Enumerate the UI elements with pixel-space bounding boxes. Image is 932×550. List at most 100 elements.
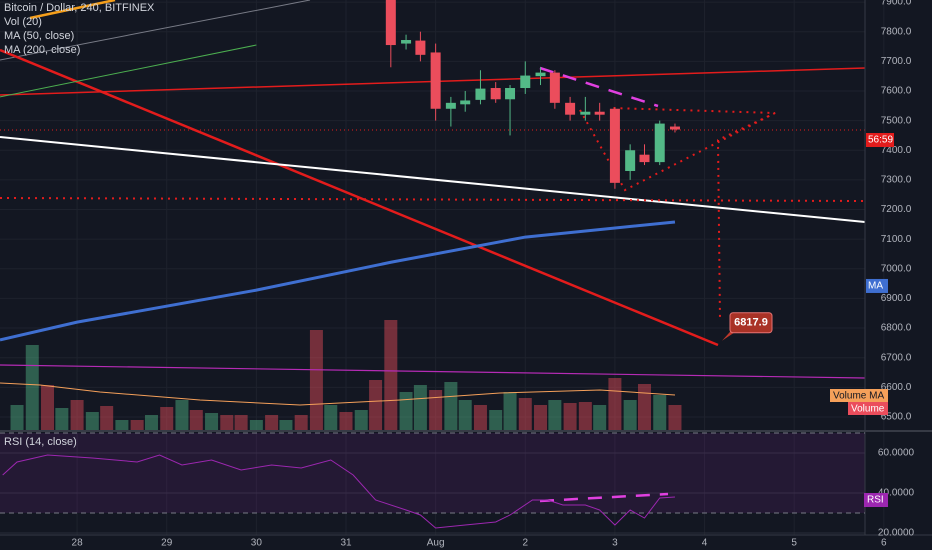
trend-line [0, 0, 311, 61]
legend-title: Bitcoin / Dollar, 240, BITFINEX [4, 2, 155, 14]
divergence-line [539, 66, 659, 108]
volume-bar [444, 382, 458, 430]
y-tick-label: 7000.0 [881, 263, 912, 274]
volume-bar [160, 407, 174, 430]
volume-bar [399, 392, 413, 430]
candle-body [401, 40, 412, 44]
volume-bar [189, 410, 203, 430]
candle-body [385, 0, 396, 46]
volume-bar [563, 403, 577, 430]
volume-bar [220, 415, 234, 430]
candle-body [505, 88, 516, 100]
candle-body [535, 72, 546, 77]
volume-bar [309, 330, 323, 430]
y-tick-label: 20.0000 [878, 528, 915, 539]
volume-bar [593, 405, 607, 430]
volume-bar [41, 385, 55, 430]
y-tick-label: 40.0000 [878, 488, 915, 499]
candle-body [430, 52, 441, 109]
x-tick-label: 29 [161, 538, 173, 549]
y-tick-label: 7800.0 [881, 26, 912, 37]
y-tick-label: 7300.0 [881, 175, 912, 186]
grid [0, 0, 885, 535]
x-tick-label: 6 [881, 538, 887, 549]
y-tick-label: 7600.0 [881, 86, 912, 97]
candle-body [580, 111, 591, 115]
volume-bar [70, 400, 84, 430]
candle-body [445, 102, 456, 109]
candle-body [609, 108, 620, 183]
volume-bar [100, 406, 114, 430]
trend-line [29, 0, 116, 20]
candle-body [490, 88, 501, 100]
volume-bar [429, 390, 443, 430]
ma-line [0, 44, 257, 98]
x-tick-label: 2 [522, 538, 528, 549]
volume-bar [578, 402, 592, 430]
volume-bar [144, 415, 158, 430]
volume-bar [473, 405, 487, 430]
x-tick-label: 31 [340, 538, 352, 549]
y-tick-label: 7500.0 [881, 115, 912, 126]
candle-body [415, 40, 426, 55]
axis-label-box [848, 402, 888, 415]
volume-bar [369, 380, 383, 430]
volume-bar [608, 378, 622, 430]
volume-bar [249, 420, 263, 430]
trend-line [0, 136, 865, 223]
axis-label-box [866, 133, 894, 147]
y-tick-label: 6700.0 [881, 352, 912, 363]
y-tick-label: 7100.0 [881, 234, 912, 245]
y-tick-label: 7900.0 [881, 0, 912, 8]
volume-bar [503, 392, 517, 430]
x-tick-label: 30 [251, 538, 263, 549]
y-tick-label: 6800.0 [881, 323, 912, 334]
legend-entry: Vol (20) [4, 16, 42, 28]
volume-bar [234, 415, 248, 430]
trend-line [0, 48, 719, 347]
axis-label: Volume MA [833, 391, 884, 402]
candle-body [565, 102, 576, 115]
y-tick-label: 7400.0 [881, 145, 912, 156]
target-label: 6817.9 [734, 317, 768, 329]
candle-body [654, 123, 665, 163]
volume-bar [10, 405, 24, 430]
target-box [729, 312, 773, 334]
y-tick-label: 6600.0 [881, 382, 912, 393]
volume-bar [489, 410, 503, 430]
volume-bar [653, 395, 667, 430]
volume-bar [623, 400, 637, 430]
volume-bar [294, 415, 308, 430]
volume-bar [354, 410, 368, 430]
volume-bar [458, 400, 472, 430]
candle-body [625, 150, 636, 171]
y-tick-label: 7200.0 [881, 204, 912, 215]
axis-label-box [866, 278, 888, 293]
y-tick-label: 7700.0 [881, 56, 912, 67]
target-projection [716, 112, 776, 321]
volume-bar [548, 400, 562, 430]
volume-bar [339, 412, 353, 430]
candle-body [460, 100, 471, 105]
candle-body [520, 75, 531, 89]
volume-bar [384, 320, 398, 430]
volume-bar [175, 400, 189, 430]
legend-entry: MA (50, close) [4, 30, 74, 42]
candle-body [669, 126, 680, 130]
volume-bar [265, 415, 279, 430]
axis-label-box [830, 389, 888, 402]
price-plot [0, 0, 680, 342]
volume-bar [130, 420, 144, 430]
x-tick-label: 4 [702, 538, 708, 549]
rsi-divergence-line [539, 492, 669, 503]
volume-bar [205, 413, 219, 430]
volume-bar [85, 412, 99, 430]
volume-bar [534, 405, 548, 430]
legend-entry: MA (200, close) [4, 44, 80, 56]
x-tick-label: 3 [612, 538, 618, 549]
volume-bar [115, 420, 129, 430]
axis-label-box [864, 493, 888, 507]
